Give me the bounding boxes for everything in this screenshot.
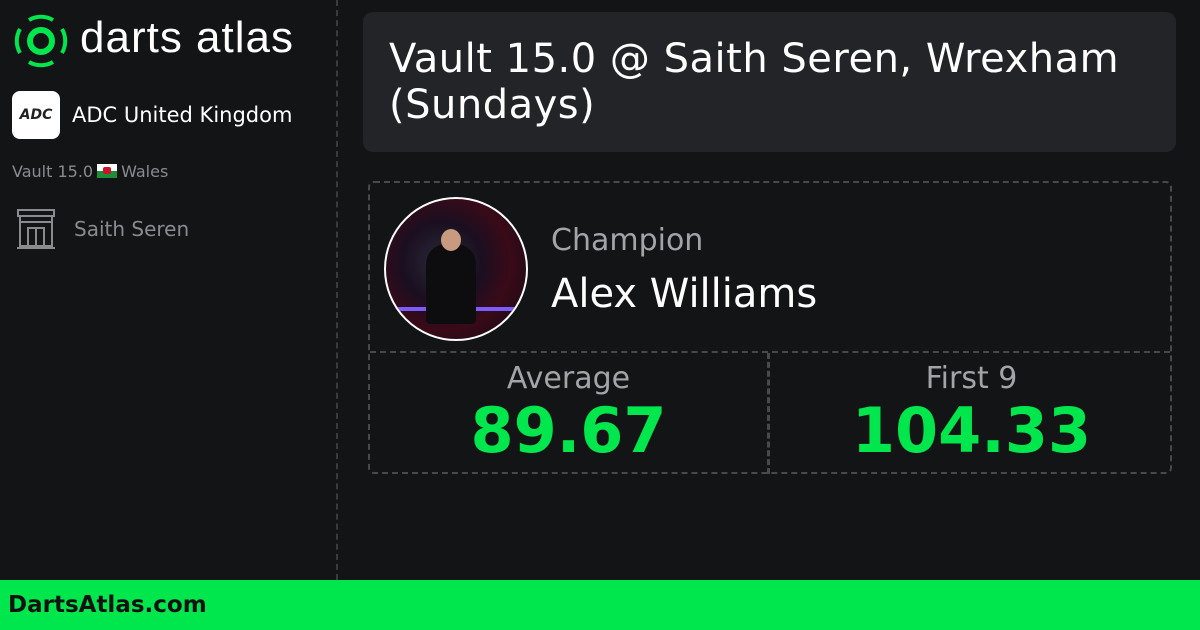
series-info: Vault 15.0 Wales — [12, 162, 168, 181]
champion-label: Champion — [551, 223, 704, 258]
stat-label: Average — [506, 361, 631, 396]
wales-flag-icon — [97, 164, 118, 178]
series-name: Vault 15.0 — [12, 162, 94, 181]
stat-value: 89.67 — [470, 394, 667, 467]
sidebar: darts atlas ADC ADC United Kingdom Vault… — [0, 0, 338, 580]
stat-label: First 9 — [925, 361, 1018, 396]
country-name: Wales — [121, 162, 169, 181]
stat-average: Average 89.67 — [370, 353, 770, 474]
darts-atlas-logo-icon — [14, 14, 68, 68]
champion-section: Champion Alex Williams — [370, 183, 1170, 353]
organisation-link[interactable]: ADC ADC United Kingdom — [12, 91, 292, 139]
brand-logo[interactable]: darts atlas — [12, 12, 294, 70]
organisation-name: ADC United Kingdom — [72, 103, 293, 127]
champion-avatar — [384, 197, 528, 341]
champion-card: Champion Alex Williams Average 89.67 Fir… — [368, 181, 1172, 474]
champion-name[interactable]: Alex Williams — [551, 271, 818, 317]
site-url[interactable]: DartsAtlas.com — [8, 592, 207, 618]
stat-value: 104.33 — [851, 394, 1092, 467]
venue-link[interactable]: Saith Seren — [16, 208, 189, 250]
venue-name: Saith Seren — [74, 217, 190, 241]
tournament-header: Vault 15.0 @ Saith Seren, Wrexham (Sunda… — [363, 12, 1176, 152]
organisation-logo: ADC — [12, 91, 60, 139]
footer-bar: DartsAtlas.com — [0, 580, 1200, 630]
page-title: Vault 15.0 @ Saith Seren, Wrexham (Sunda… — [389, 36, 1120, 128]
venue-building-icon — [17, 209, 55, 249]
brand-name: darts atlas — [80, 13, 294, 62]
stat-first-9: First 9 104.33 — [773, 353, 1170, 474]
